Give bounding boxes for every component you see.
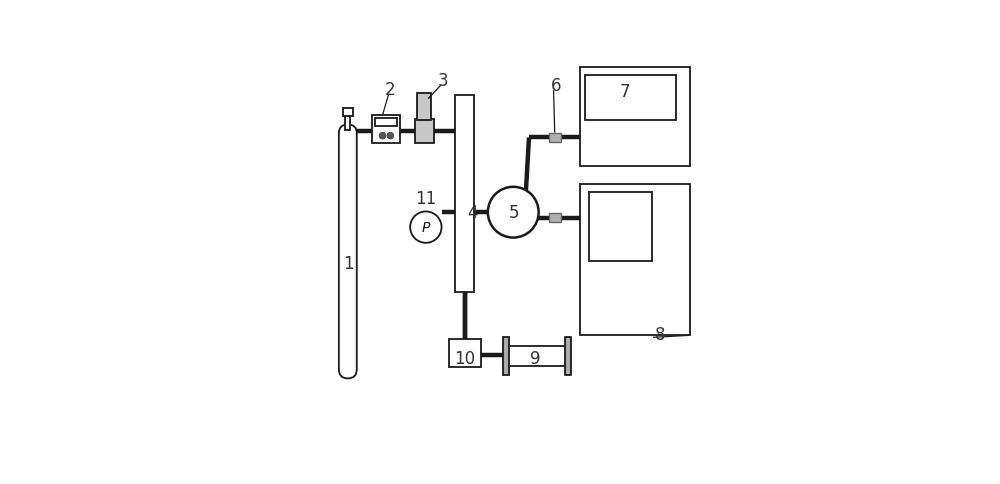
Bar: [549, 134, 561, 143]
Text: 7: 7: [619, 83, 630, 101]
Bar: [372, 116, 400, 144]
Circle shape: [410, 212, 442, 243]
Circle shape: [488, 187, 539, 238]
Text: 10: 10: [454, 349, 475, 367]
Bar: [343, 108, 353, 117]
Text: 4: 4: [467, 204, 477, 222]
Bar: [503, 338, 509, 375]
Bar: [417, 93, 431, 121]
Text: 11: 11: [415, 190, 436, 208]
Text: 8: 8: [655, 325, 665, 343]
Text: 1: 1: [343, 254, 353, 272]
Circle shape: [387, 133, 394, 140]
Text: 3: 3: [438, 72, 449, 90]
Bar: [589, 193, 652, 262]
Bar: [549, 214, 561, 223]
Text: 6: 6: [551, 77, 562, 95]
Text: 9: 9: [530, 349, 541, 367]
Bar: [580, 67, 690, 166]
Circle shape: [379, 133, 386, 140]
FancyBboxPatch shape: [339, 125, 357, 378]
Text: 2: 2: [385, 81, 395, 99]
Bar: [505, 346, 567, 367]
Bar: [455, 95, 474, 293]
Bar: [585, 76, 676, 121]
Bar: [345, 116, 350, 131]
Bar: [375, 119, 397, 127]
Bar: [580, 185, 690, 336]
Bar: [415, 120, 434, 144]
Bar: [449, 339, 481, 367]
Bar: [565, 338, 571, 375]
Text: 5: 5: [508, 204, 519, 222]
Text: P: P: [422, 221, 430, 235]
